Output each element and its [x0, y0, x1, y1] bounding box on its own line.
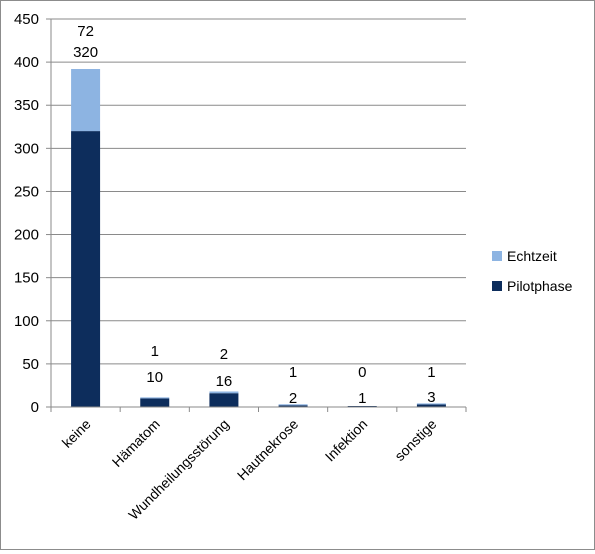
gridlines	[51, 18, 466, 365]
x-category-label: Infektion	[322, 416, 371, 465]
y-tick-label: 250	[14, 183, 39, 200]
bar-pilotphase-1	[71, 131, 101, 408]
data-label-pilotphase: 1	[358, 390, 366, 407]
bars	[71, 69, 446, 408]
x-category-label: sonstige	[391, 416, 439, 464]
y-tick-label: 300	[14, 140, 39, 157]
bar-echtzeit-1	[71, 69, 101, 132]
data-label-echtzeit: 0	[358, 364, 366, 381]
x-category-label: keine	[59, 416, 94, 451]
y-tick-label: 0	[31, 399, 39, 416]
x-category-label: Hautnekrose	[234, 416, 302, 484]
y-tick-label: 200	[14, 227, 39, 244]
bar-echtzeit-4	[278, 404, 308, 406]
data-label-pilotphase: 320	[73, 44, 98, 61]
y-tick-label: 350	[14, 97, 39, 114]
legend: Echtzeit Pilotphase	[492, 248, 573, 294]
bar-echtzeit-6	[416, 403, 446, 405]
y-tick-label: 400	[14, 54, 39, 71]
y-tick-label: 100	[14, 313, 39, 330]
data-label-echtzeit: 72	[77, 23, 94, 40]
legend-swatch-pilotphase	[492, 281, 502, 291]
legend-label-pilotphase: Pilotphase	[507, 278, 573, 294]
bar-echtzeit-3	[209, 391, 239, 394]
bar-pilotphase-4	[278, 405, 308, 407]
data-label-pilotphase: 16	[216, 373, 233, 390]
y-tick-label: 450	[14, 11, 39, 28]
bar-pilotphase-6	[416, 404, 446, 407]
bar-echtzeit-2	[140, 397, 170, 399]
bar-pilotphase-2	[140, 398, 170, 407]
data-label-pilotphase: 10	[146, 369, 163, 386]
legend-swatch-echtzeit	[492, 251, 502, 261]
data-label-echtzeit: 1	[427, 364, 435, 381]
data-label-echtzeit: 2	[220, 346, 228, 363]
data-label-pilotphase: 2	[289, 390, 297, 407]
legend-label-echtzeit: Echtzeit	[507, 248, 557, 264]
x-category-label: Hämatom	[109, 416, 163, 470]
data-label-echtzeit: 1	[289, 364, 297, 381]
y-axis-ticks: 0 50 100 150 200 250 300 350 400 450	[14, 11, 51, 416]
y-tick-label: 50	[22, 356, 39, 373]
data-label-pilotphase: 3	[427, 389, 435, 406]
data-label-echtzeit: 1	[151, 343, 159, 360]
bar-pilotphase-3	[209, 393, 239, 407]
y-tick-label: 150	[14, 270, 39, 287]
